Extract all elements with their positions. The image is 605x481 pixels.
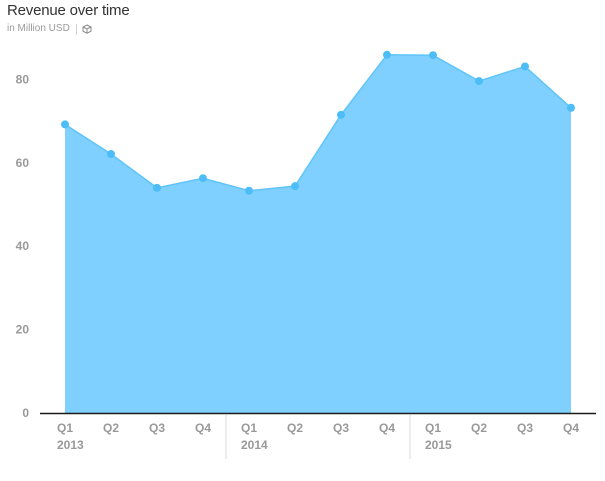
data-point <box>429 51 437 60</box>
year-label: 2015 <box>425 438 452 452</box>
x-tick-label: Q2 <box>287 421 303 435</box>
year-label: 2014 <box>241 438 268 452</box>
subtitle-divider <box>75 23 77 35</box>
y-tick-label: 20 <box>16 323 30 337</box>
data-point <box>475 77 483 86</box>
data-point <box>337 110 345 119</box>
data-point <box>61 120 69 129</box>
x-tick-label: Q4 <box>563 421 579 435</box>
data-point <box>153 183 161 192</box>
data-point <box>199 174 207 183</box>
y-tick-label: 0 <box>22 406 29 420</box>
x-tick-label: Q3 <box>517 421 533 435</box>
x-tick-label: Q2 <box>471 421 487 435</box>
year-label: 2013 <box>57 438 84 452</box>
x-tick-label: Q4 <box>195 421 211 435</box>
y-tick-label: 60 <box>16 156 30 170</box>
x-tick-label: Q2 <box>103 421 119 435</box>
chart-title: Revenue over time <box>7 2 130 19</box>
x-tick-label: Q4 <box>379 421 395 435</box>
x-tick-label: Q3 <box>333 421 349 435</box>
series-area <box>65 54 571 414</box>
y-tick-label: 40 <box>16 239 30 253</box>
data-point <box>567 103 575 112</box>
chart-header: Revenue over time in Million USD <box>7 2 130 35</box>
chart-subtitle-row: in Million USD <box>7 23 130 35</box>
cube-icon[interactable] <box>82 24 92 34</box>
series-line <box>64 54 572 192</box>
x-tick-label: Q1 <box>425 421 441 435</box>
x-tick-label: Q1 <box>57 421 73 435</box>
data-point <box>383 50 391 59</box>
y-tick-label: 80 <box>16 72 30 86</box>
x-tick-label: Q3 <box>149 421 165 435</box>
data-point <box>291 182 299 191</box>
x-tick-label: Q1 <box>241 421 257 435</box>
chart-subtitle: in Million USD <box>7 23 70 34</box>
data-point <box>107 150 115 159</box>
data-point <box>245 186 253 195</box>
data-point <box>521 62 529 71</box>
